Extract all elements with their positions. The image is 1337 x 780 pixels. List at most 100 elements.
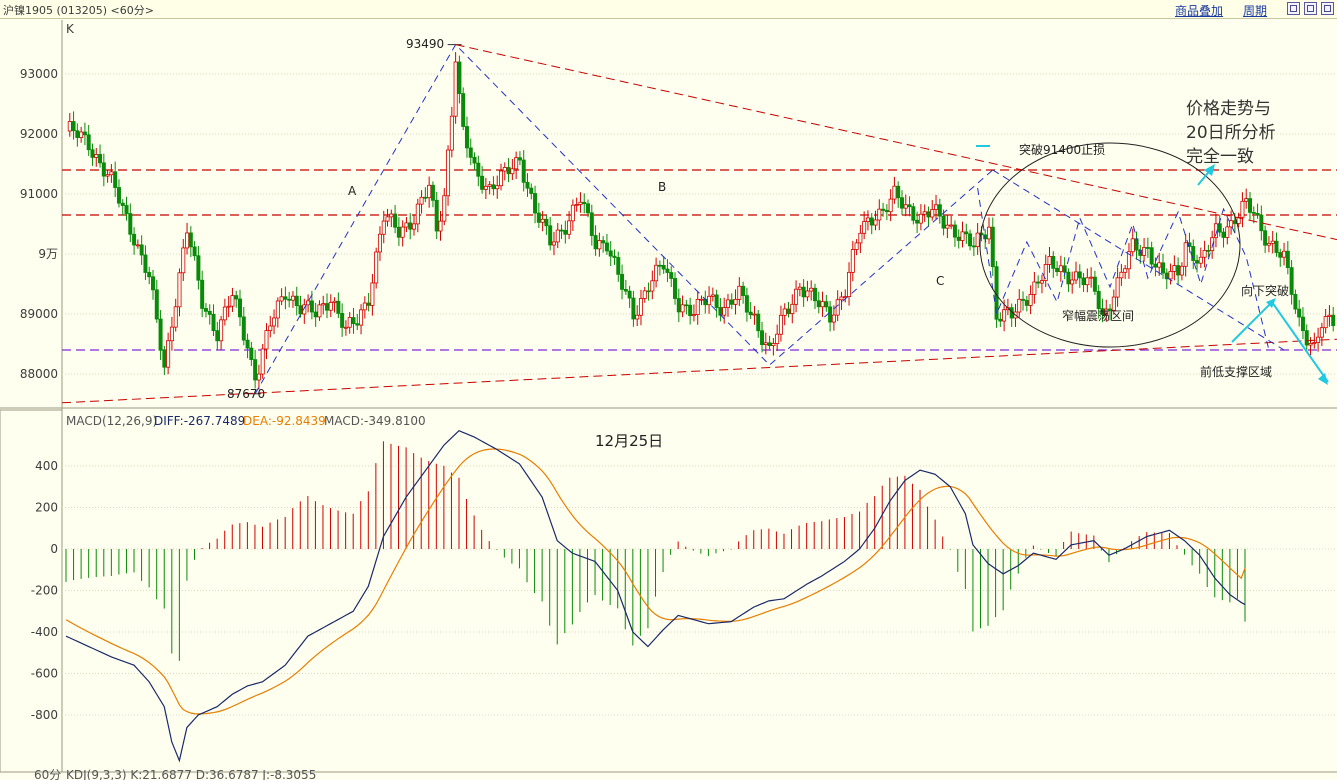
candle: [956, 229, 961, 249]
candle-body: [669, 272, 674, 279]
candle: [892, 176, 897, 204]
candle-body: [506, 167, 511, 175]
macd-tick-label: -800: [31, 708, 58, 722]
candle-body: [1085, 277, 1090, 286]
candle: [177, 268, 182, 317]
candle-body: [389, 213, 394, 218]
candle: [351, 307, 356, 334]
overlay-commodity-button[interactable]: 商品叠加: [1175, 4, 1224, 18]
candle-body: [487, 184, 492, 187]
candle-body: [865, 217, 870, 223]
candle-body: [847, 271, 852, 297]
candle: [169, 316, 174, 351]
candle-body: [264, 330, 269, 350]
candle-body: [1191, 246, 1196, 261]
candle: [71, 111, 76, 140]
candle-body: [483, 185, 488, 190]
candle-body: [1092, 276, 1097, 292]
candle-body: [922, 211, 927, 215]
candle: [468, 138, 473, 166]
macd-tick-label: 0: [50, 542, 58, 556]
candle-body: [869, 217, 874, 226]
candle: [290, 291, 295, 308]
window-tile-icon[interactable]: [1304, 2, 1317, 15]
candle-body: [737, 285, 742, 300]
candle-body: [502, 167, 507, 172]
candle: [521, 150, 526, 192]
candle: [794, 280, 799, 313]
candle: [393, 205, 398, 234]
candle: [1070, 271, 1075, 294]
candle-body: [1289, 267, 1294, 295]
candle: [854, 239, 859, 256]
candle: [1274, 232, 1279, 257]
candle: [499, 163, 504, 191]
candle-body: [873, 219, 878, 226]
candle-body: [616, 257, 621, 275]
candle-body: [120, 202, 125, 206]
price-tick-label: 91000: [20, 187, 58, 201]
candle-body: [1331, 314, 1336, 327]
candle: [366, 292, 371, 312]
candle-body: [1066, 271, 1071, 285]
candle: [669, 266, 674, 287]
candle-body: [309, 300, 314, 313]
candle: [264, 323, 269, 360]
candle: [604, 233, 609, 255]
candle-body: [151, 276, 156, 291]
candle-body: [956, 236, 961, 241]
candle: [986, 217, 991, 244]
candle-body: [135, 244, 140, 247]
candle: [283, 286, 288, 310]
candle: [1036, 275, 1041, 289]
candle: [234, 290, 239, 308]
candle-body: [1213, 223, 1218, 239]
candle-body: [1172, 265, 1177, 272]
candle-body: [245, 339, 250, 349]
window-maximize-icon[interactable]: [1321, 2, 1334, 15]
candle-body: [1089, 276, 1094, 279]
window-restore-icon[interactable]: [1287, 2, 1300, 15]
candle: [1176, 257, 1181, 285]
candle-body: [1115, 277, 1120, 298]
candle-body: [343, 326, 348, 329]
candle-body: [884, 210, 889, 213]
candle-body: [964, 231, 969, 235]
candle: [1172, 255, 1177, 281]
candle: [567, 211, 572, 240]
trend-lines: [61, 43, 1337, 404]
candle-body: [971, 245, 976, 248]
macd-tick-label: -600: [31, 667, 58, 681]
analysis-note-line-3: 完全一致: [1186, 147, 1254, 167]
candle: [1331, 306, 1336, 332]
candle: [1160, 253, 1165, 279]
candle: [101, 153, 106, 187]
low-price-label: 87670: [227, 387, 265, 401]
candle-body: [423, 196, 428, 199]
candle: [873, 210, 878, 231]
candle-body: [1274, 240, 1279, 253]
candle-body: [355, 323, 360, 326]
candle: [430, 181, 435, 208]
candle: [1183, 233, 1188, 277]
candle: [75, 123, 80, 147]
candle: [506, 158, 511, 183]
candle: [824, 294, 829, 312]
candle: [968, 229, 973, 251]
candle: [1251, 206, 1256, 224]
candle-body: [1308, 342, 1313, 346]
candle-body: [1036, 281, 1041, 284]
candle: [673, 272, 678, 305]
candle: [1195, 254, 1200, 273]
candle-body: [778, 314, 783, 335]
candle: [1316, 327, 1321, 352]
candle-body: [442, 195, 447, 222]
period-button[interactable]: 周期: [1243, 4, 1268, 18]
candle-body: [525, 181, 530, 189]
candle-body: [1119, 271, 1124, 279]
candle-body: [128, 213, 133, 235]
candle: [256, 364, 261, 390]
macd-tick-label: -400: [31, 625, 58, 639]
candle-body: [385, 216, 390, 222]
